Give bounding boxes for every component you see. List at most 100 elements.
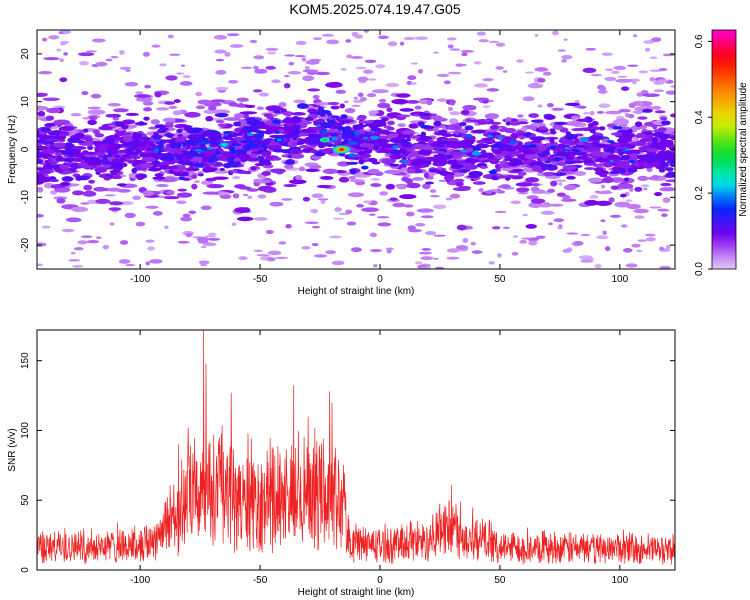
heatmap-cell [387,126,395,131]
heatmap-cell [123,136,134,143]
heatmap-cell [72,190,85,196]
heatmap-cell [520,126,528,132]
heatmap-cell [358,158,365,165]
heatmap-cell [447,71,462,75]
heatmap-cell [149,259,163,264]
heatmap-cell [546,102,554,108]
heatmap-cell [596,110,605,114]
heatmap-cell [484,152,495,159]
heatmap-cell [387,133,400,138]
heatmap-cell [207,237,221,241]
heatmap-cell [400,167,409,172]
heatmap-cell [357,76,369,82]
heatmap-cell [141,156,157,162]
heatmap-cell [593,167,604,172]
heatmap-cell [208,232,217,237]
heatmap-cell [434,266,445,269]
heatmap-cell [113,147,120,150]
heatmap-peak [339,148,344,151]
heatmap-xtick-label: 0 [377,274,383,285]
heatmap-cell [396,114,411,118]
heatmap-cell [573,171,587,177]
heatmap-cell [228,79,239,84]
heatmap-cell [480,149,487,154]
heatmap-cell [652,105,662,110]
heatmap-cell [124,152,131,158]
heatmap-cell [549,145,557,149]
heatmap-cell [544,160,551,164]
heatmap-cell [81,90,89,96]
heatmap-cell [447,106,454,112]
heatmap-cell [619,135,633,141]
heatmap-cell [50,184,62,189]
heatmap-cell [177,188,187,192]
heatmap-cell [531,183,540,187]
heatmap-cell [553,218,565,223]
heatmap-cell [114,154,121,158]
heatmap-cell [253,89,263,93]
heatmap-cell [517,114,524,118]
heatmap-cell [633,208,649,214]
heatmap-cell [285,223,292,229]
heatmap-xtick-label: -50 [253,274,268,285]
heatmap-cell [625,199,633,202]
heatmap-cell [629,160,636,164]
heatmap-cell [662,197,671,204]
heatmap-cell [153,148,159,153]
heatmap-cell [121,119,136,125]
heatmap-cell [325,82,343,88]
heatmap-cell [583,167,596,170]
heatmap-cell [470,241,476,246]
heatmap-cell [135,97,153,102]
heatmap-cell [433,257,439,261]
heatmap-cell [585,47,597,51]
heatmap-cell [443,80,451,85]
heatmap-cell [402,129,415,135]
heatmap-cell [527,83,544,89]
heatmap-cell [406,182,421,189]
heatmap-cell [188,210,197,215]
heatmap-cell [232,193,240,199]
heatmap-cell [628,102,636,108]
snr-xtick-label: 50 [494,575,506,586]
heatmap-cell [209,136,222,140]
heatmap-cell [176,128,183,133]
heatmap-cell [505,121,512,126]
heatmap-cell [497,136,504,140]
heatmap-cell [608,197,615,203]
heatmap-cell [201,180,214,186]
heatmap-cell [543,114,556,120]
heatmap-cell [283,164,294,169]
heatmap-cell [362,200,372,204]
heatmap-cell [105,114,115,118]
heatmap-cell [563,184,577,191]
heatmap-cell [87,106,101,110]
heatmap-cell [119,66,132,70]
heatmap-cell [37,181,44,185]
heatmap-cell [103,176,112,181]
heatmap-cell [521,237,533,240]
heatmap-cell [620,193,627,198]
heatmap-cell [127,146,138,150]
snr-series-line [36,329,676,565]
heatmap-cell [37,242,47,247]
heatmap-cell [443,174,455,181]
heatmap-cell [232,175,241,180]
heatmap-cell [249,39,258,44]
heatmap-cell [73,247,84,251]
heatmap-cell [605,148,615,152]
heatmap-cell [627,113,635,119]
heatmap-cell [629,187,634,192]
heatmap-cell [473,147,481,150]
heatmap-cell [321,130,328,135]
heatmap-cell [219,167,225,172]
heatmap-cell [74,148,82,153]
heatmap-cell [59,181,71,187]
heatmap-cell [637,116,648,120]
heatmap-cell [422,183,431,190]
heatmap-cell [644,47,651,52]
heatmap-cell [283,83,291,89]
heatmap-cell [499,184,511,189]
heatmap-cell [423,172,430,179]
heatmap-cell [460,109,470,116]
